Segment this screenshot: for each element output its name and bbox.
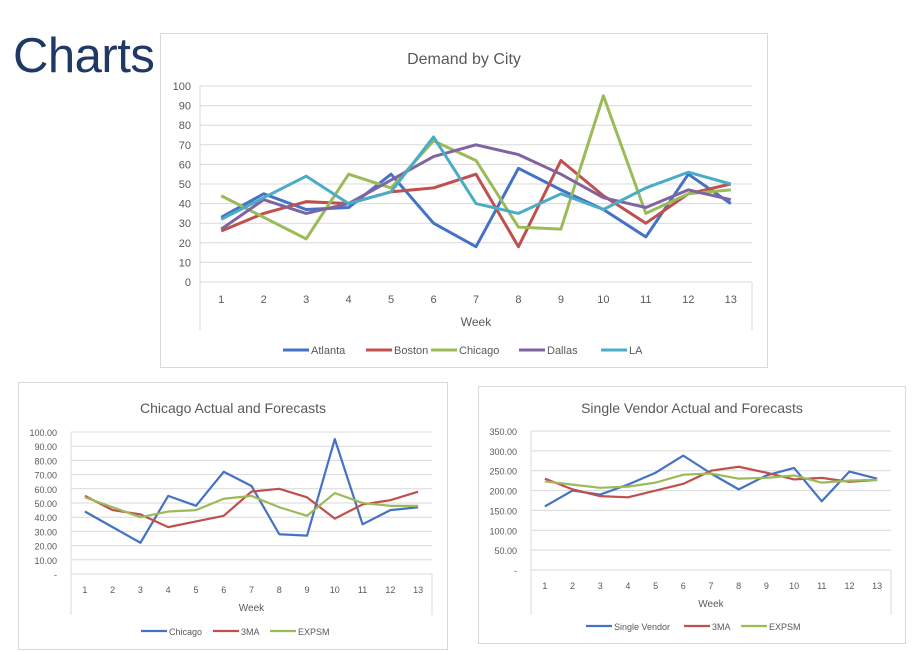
y-tick-label: 80.00: [34, 456, 57, 466]
series-line-expsm: [544, 472, 878, 489]
y-tick-label: 90: [179, 101, 191, 113]
x-tick-label: 13: [413, 585, 423, 595]
legend-label: Boston: [394, 345, 428, 357]
chicago-forecast-chart: Chicago Actual and Forecasts - 10.00 20.00 3…: [18, 382, 448, 650]
y-tick-label: 90.00: [34, 442, 57, 452]
x-tick-label: 12: [682, 294, 694, 306]
legend-label: Atlanta: [311, 345, 346, 357]
y-tick-label: 150.00: [489, 506, 517, 516]
y-tick-label: 200.00: [489, 487, 517, 497]
y-tick-label: -: [54, 570, 57, 580]
x-tick-label: 9: [305, 585, 310, 595]
y-tick-label: 60.00: [34, 485, 57, 495]
x-tick-label: 3: [598, 581, 603, 591]
y-tick-label: 60: [179, 159, 191, 171]
x-tick-label: 7: [249, 585, 254, 595]
y-tick-label: 40: [179, 199, 191, 211]
x-tick-label: 6: [681, 581, 686, 591]
x-tick-label: 3: [138, 585, 143, 595]
x-tick-label: 5: [388, 294, 394, 306]
y-tick-label: 70: [179, 140, 191, 152]
x-tick-label: 10: [330, 585, 340, 595]
x-tick-label: 11: [817, 581, 826, 591]
x-tick-label: 13: [725, 294, 737, 306]
y-tick-label: 100.00: [489, 526, 517, 536]
x-tick-label: 2: [570, 581, 575, 591]
x-tick-label: 5: [193, 585, 198, 595]
legend-label: EXPSM: [298, 627, 330, 637]
y-tick-label: 50: [179, 179, 191, 191]
single-vendor-forecast-chart: Single Vendor Actual and Forecasts - 50.00…: [478, 386, 906, 644]
x-tick-label: 9: [558, 294, 564, 306]
x-tick-label: 10: [597, 294, 609, 306]
y-tick-label: 100.00: [29, 428, 57, 438]
x-tick-label: 7: [473, 294, 479, 306]
y-tick-label: 10: [179, 257, 191, 269]
x-tick-label: 12: [844, 581, 854, 591]
x-axis-label: Week: [698, 599, 724, 610]
legend-label: Chicago: [459, 345, 499, 357]
legend-label: EXPSM: [769, 622, 801, 632]
legend-label: Single Vendor: [614, 622, 670, 632]
x-tick-label: 12: [385, 585, 395, 595]
y-tick-label: 0: [185, 277, 191, 289]
chart-title: Chicago Actual and Forecasts: [140, 400, 326, 416]
x-tick-label: 10: [789, 581, 799, 591]
legend-label: Chicago: [169, 627, 202, 637]
y-tick-label: 80: [179, 120, 191, 132]
x-tick-label: 1: [82, 585, 87, 595]
y-tick-label: 40.00: [34, 513, 57, 523]
x-tick-label: 4: [166, 585, 171, 595]
x-tick-label: 8: [277, 585, 282, 595]
legend-label: 3MA: [712, 622, 731, 632]
chart-svg: Single Vendor Actual and Forecasts - 50.00…: [489, 400, 892, 632]
y-tick-label: 50.00: [34, 499, 57, 509]
x-tick-label: 2: [261, 294, 267, 306]
demand-by-city-chart: Demand by City 0 10 20 30 40 50 60 70 80 90 100 1 2 3 4…: [160, 33, 768, 368]
x-tick-label: 9: [764, 581, 769, 591]
x-tick-label: 6: [221, 585, 226, 595]
x-tick-label: 4: [625, 581, 630, 591]
x-tick-label: 11: [358, 585, 367, 595]
x-tick-label: 11: [640, 294, 651, 306]
y-tick-label: 350.00: [489, 427, 517, 437]
chart-title: Demand by City: [407, 51, 521, 68]
y-tick-label: 20: [179, 238, 191, 250]
y-tick-label: 30: [179, 218, 191, 230]
y-tick-label: 250.00: [489, 467, 517, 477]
page-title: Charts: [13, 29, 155, 83]
y-tick-label: -: [514, 566, 517, 576]
legend-label: Dallas: [547, 345, 578, 357]
x-tick-label: 7: [708, 581, 713, 591]
y-tick-label: 10.00: [34, 556, 57, 566]
x-axis-label: Week: [461, 315, 492, 329]
y-tick-label: 300.00: [489, 447, 517, 457]
x-tick-label: 2: [110, 585, 115, 595]
x-tick-label: 1: [218, 294, 224, 306]
x-tick-label: 8: [515, 294, 521, 306]
legend-label: LA: [629, 345, 643, 357]
x-tick-label: 5: [653, 581, 658, 591]
y-tick-label: 100: [173, 81, 191, 93]
y-tick-label: 30.00: [34, 527, 57, 537]
x-axis-label: Week: [239, 603, 265, 614]
x-tick-label: 8: [736, 581, 741, 591]
x-tick-label: 3: [303, 294, 309, 306]
y-tick-label: 70.00: [34, 471, 57, 481]
y-tick-label: 50.00: [494, 546, 517, 556]
y-tick-label: 20.00: [34, 542, 57, 552]
legend-label: 3MA: [241, 627, 260, 637]
x-tick-label: 1: [542, 581, 547, 591]
series-line-single-vendor: [544, 454, 878, 508]
chart-title: Single Vendor Actual and Forecasts: [581, 400, 803, 416]
chart-svg: Chicago Actual and Forecasts - 10.00 20.00 3…: [29, 400, 433, 637]
x-tick-label: 13: [872, 581, 882, 591]
x-tick-label: 4: [346, 294, 352, 306]
x-tick-label: 6: [430, 294, 436, 306]
